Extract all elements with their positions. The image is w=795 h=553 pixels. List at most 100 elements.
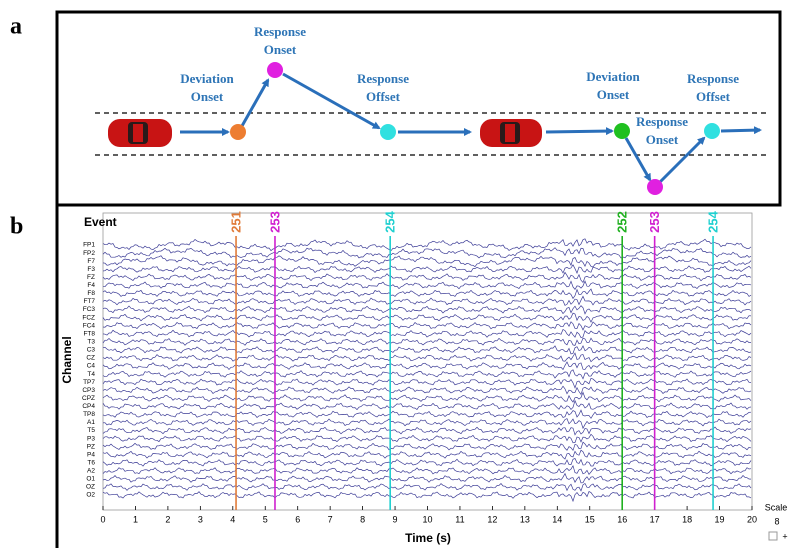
channel-label: F8 bbox=[87, 290, 95, 297]
x-tick-label: 4 bbox=[230, 514, 235, 524]
channel-label: FT8 bbox=[83, 330, 95, 337]
channel-label: T4 bbox=[87, 371, 95, 378]
eeg-trace bbox=[102, 433, 752, 444]
eeg-trace bbox=[102, 337, 752, 346]
channel-label: FT7 bbox=[83, 298, 95, 305]
x-tick-label: 19 bbox=[715, 514, 725, 524]
channel-label: TP7 bbox=[83, 379, 95, 386]
channel-label: F4 bbox=[87, 282, 95, 289]
channel-label: C3 bbox=[87, 347, 96, 354]
x-tick-label: 20 bbox=[747, 514, 757, 524]
scale-label: Scale bbox=[765, 502, 788, 512]
node-label: Onset bbox=[191, 89, 224, 104]
scale-button[interactable] bbox=[768, 531, 778, 541]
eeg-trace bbox=[102, 385, 752, 396]
eeg-trace bbox=[102, 361, 752, 371]
channel-label: F7 bbox=[87, 258, 95, 265]
eeg-trace bbox=[102, 391, 752, 403]
x-tick-label: 16 bbox=[617, 514, 627, 524]
x-tick-label: 18 bbox=[682, 514, 692, 524]
node bbox=[380, 124, 396, 140]
node-label: Onset bbox=[597, 87, 630, 102]
panel-label: b bbox=[10, 214, 23, 240]
channel-label: FP2 bbox=[83, 250, 95, 257]
eeg-trace bbox=[102, 464, 752, 476]
node-label: Offset bbox=[366, 89, 401, 104]
node bbox=[267, 62, 283, 78]
eeg-trace bbox=[102, 472, 752, 484]
panel-frame bbox=[55, 10, 782, 207]
channel-label: TP8 bbox=[83, 411, 95, 418]
event-label: 251 bbox=[228, 211, 243, 233]
x-tick-label: 13 bbox=[520, 514, 530, 524]
scale-value: 8 bbox=[774, 516, 779, 526]
x-tick-label: 2 bbox=[165, 514, 170, 524]
y-axis-label: Channel bbox=[60, 336, 74, 383]
channel-label: A2 bbox=[87, 468, 95, 475]
eeg-trace bbox=[102, 409, 752, 419]
node bbox=[704, 123, 720, 139]
channel-label: FCZ bbox=[82, 314, 95, 321]
eeg-trace bbox=[102, 305, 752, 315]
channel-label: A1 bbox=[87, 419, 95, 426]
node-label: Onset bbox=[264, 42, 297, 57]
scale-button[interactable]: + bbox=[782, 531, 787, 541]
node bbox=[230, 124, 246, 140]
event-label: 253 bbox=[647, 211, 662, 233]
node-label: Deviation bbox=[586, 69, 640, 84]
node bbox=[647, 179, 663, 195]
car bbox=[108, 119, 172, 147]
x-tick-label: 7 bbox=[328, 514, 333, 524]
channel-label: C4 bbox=[87, 363, 96, 370]
event-label: 252 bbox=[615, 211, 630, 233]
channel-label: PZ bbox=[87, 443, 95, 450]
eeg-trace bbox=[102, 280, 752, 291]
event-label: 254 bbox=[705, 210, 720, 232]
channel-label: OZ bbox=[86, 484, 95, 491]
channel-label: FC4 bbox=[83, 322, 96, 329]
eeg-trace bbox=[102, 288, 752, 300]
x-tick-label: 17 bbox=[650, 514, 660, 524]
eeg-trace bbox=[102, 255, 752, 268]
x-tick-label: 8 bbox=[360, 514, 365, 524]
channel-label: CP4 bbox=[82, 403, 95, 410]
car bbox=[480, 119, 542, 147]
channel-label: FP1 bbox=[83, 242, 95, 249]
channel-label: P4 bbox=[87, 451, 95, 458]
x-tick-label: 9 bbox=[393, 514, 398, 524]
x-tick-label: 6 bbox=[295, 514, 300, 524]
eeg-trace bbox=[102, 491, 752, 503]
eeg-trace bbox=[102, 458, 752, 467]
x-tick-label: 11 bbox=[455, 514, 464, 524]
eeg-trace bbox=[102, 295, 752, 306]
eeg-trace bbox=[102, 377, 752, 389]
event-label: 253 bbox=[267, 211, 282, 233]
eeg-trace bbox=[102, 271, 752, 284]
eeg-trace bbox=[102, 449, 752, 460]
event-label: 254 bbox=[383, 210, 398, 232]
eeg-trace bbox=[102, 418, 752, 430]
channel-label: T6 bbox=[87, 459, 95, 466]
eeg-trace bbox=[102, 312, 752, 323]
channel-label: CP3 bbox=[82, 387, 95, 394]
x-tick-label: 12 bbox=[487, 514, 497, 524]
channel-label: F3 bbox=[87, 266, 95, 273]
channel-label: FC3 bbox=[83, 306, 96, 313]
event-label: Event bbox=[84, 215, 117, 229]
channel-label: T3 bbox=[87, 338, 95, 345]
eeg-trace bbox=[102, 352, 752, 363]
node-label: Response bbox=[636, 114, 688, 129]
eeg-trace bbox=[102, 321, 752, 331]
eeg-trace bbox=[102, 247, 752, 259]
eeg-trace bbox=[102, 426, 752, 436]
channel-label: T5 bbox=[87, 427, 95, 434]
node bbox=[614, 123, 630, 139]
node-label: Response bbox=[687, 71, 739, 86]
x-tick-label: 14 bbox=[552, 514, 562, 524]
eeg-trace bbox=[102, 238, 752, 252]
x-tick-label: 3 bbox=[198, 514, 203, 524]
node-label: Response bbox=[357, 71, 409, 86]
arrows bbox=[180, 72, 762, 184]
eeg-trace bbox=[102, 329, 752, 339]
